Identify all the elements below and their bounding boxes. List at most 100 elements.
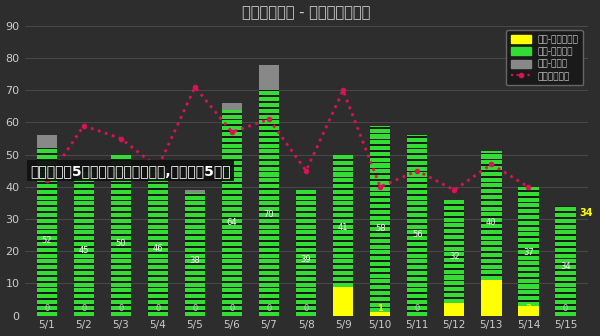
Bar <box>259 97 279 101</box>
Bar <box>407 213 427 217</box>
Bar <box>110 207 131 211</box>
Bar <box>222 178 242 182</box>
Bar <box>148 277 168 281</box>
Bar <box>444 276 464 280</box>
Bar <box>222 120 242 124</box>
Bar <box>370 227 391 231</box>
Bar <box>481 195 502 199</box>
Bar <box>407 138 427 142</box>
Bar <box>222 202 242 206</box>
Bar <box>296 254 316 258</box>
Bar <box>370 126 391 312</box>
Bar <box>110 196 131 200</box>
Bar <box>37 283 57 287</box>
Bar <box>370 297 391 301</box>
Bar <box>481 166 502 170</box>
Bar <box>333 161 353 165</box>
Bar <box>481 270 502 275</box>
Bar <box>259 207 279 211</box>
Bar <box>481 212 502 216</box>
Bar <box>296 311 316 316</box>
Bar <box>222 161 242 165</box>
Bar <box>74 207 94 211</box>
Bar <box>333 178 353 182</box>
Bar <box>37 148 57 316</box>
Bar <box>481 247 502 251</box>
Bar <box>518 290 539 294</box>
Bar <box>110 225 131 229</box>
Bar <box>148 168 168 171</box>
Bar <box>518 187 539 190</box>
Bar <box>148 168 168 316</box>
Bar <box>259 138 279 142</box>
Bar <box>259 126 279 130</box>
Bar <box>518 250 539 254</box>
Bar <box>296 190 316 316</box>
Bar <box>37 167 57 171</box>
Bar <box>222 126 242 130</box>
Bar <box>370 285 391 289</box>
Bar <box>555 300 575 304</box>
Bar <box>148 190 168 194</box>
Bar <box>518 261 539 265</box>
Bar <box>74 225 94 229</box>
Bar <box>296 242 316 246</box>
Bar <box>185 288 205 292</box>
Text: 3: 3 <box>526 304 531 313</box>
Bar <box>407 283 427 287</box>
Bar <box>259 306 279 310</box>
Bar <box>222 294 242 298</box>
Text: 50: 50 <box>116 239 126 248</box>
Bar <box>110 259 131 263</box>
Bar <box>370 146 391 150</box>
Bar <box>37 190 57 194</box>
Bar <box>444 299 464 303</box>
Bar <box>259 149 279 153</box>
Bar <box>74 306 94 310</box>
Bar <box>259 271 279 275</box>
Bar <box>37 254 57 258</box>
Bar <box>259 103 279 107</box>
Bar <box>148 225 168 229</box>
Bar <box>407 202 427 206</box>
Bar <box>222 265 242 269</box>
Bar <box>481 224 502 228</box>
Bar <box>407 184 427 188</box>
Bar <box>370 129 391 133</box>
Bar <box>370 239 391 243</box>
Bar <box>333 236 353 240</box>
Bar <box>110 213 131 217</box>
Bar <box>222 138 242 142</box>
Bar <box>296 225 316 229</box>
Bar <box>518 226 539 230</box>
Bar <box>333 219 353 223</box>
Bar <box>555 294 575 298</box>
Bar <box>110 277 131 281</box>
Bar <box>481 241 502 245</box>
Text: 56: 56 <box>412 230 422 239</box>
Bar <box>74 219 94 223</box>
Bar <box>259 143 279 148</box>
Bar <box>259 90 279 316</box>
Bar <box>370 210 391 214</box>
Bar <box>259 225 279 229</box>
Bar <box>259 178 279 182</box>
Bar <box>444 258 464 262</box>
Bar <box>481 178 502 182</box>
Bar <box>259 259 279 263</box>
Bar <box>222 283 242 287</box>
Bar <box>185 259 205 263</box>
Bar <box>444 247 464 251</box>
Bar <box>333 213 353 217</box>
Bar <box>74 265 94 269</box>
Bar <box>148 207 168 211</box>
Bar <box>148 288 168 292</box>
Bar <box>333 230 353 235</box>
Bar <box>481 152 502 280</box>
Text: 0: 0 <box>118 304 124 313</box>
Bar <box>518 233 539 237</box>
Bar <box>296 190 316 194</box>
Bar <box>444 270 464 274</box>
Bar <box>259 265 279 269</box>
Bar <box>222 207 242 211</box>
